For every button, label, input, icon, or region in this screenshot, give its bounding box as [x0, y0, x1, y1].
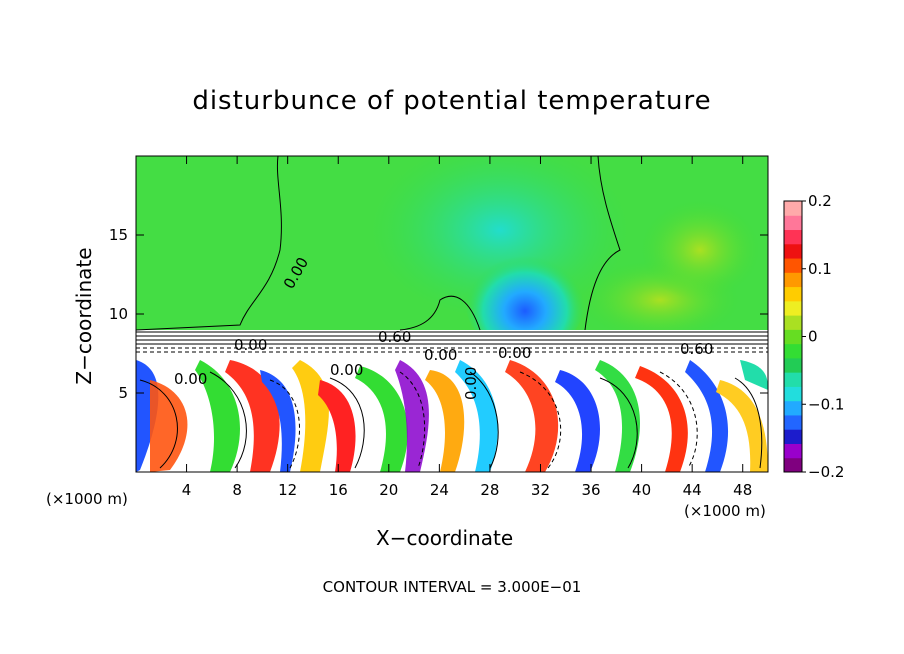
x-unit-label-right: (×1000 m) [684, 502, 766, 520]
contour-label: 0.00 [234, 336, 267, 354]
colorbar-swatch [784, 258, 802, 273]
contour-label: 0.00 [330, 361, 363, 379]
colorbar-tick-label: 0 [808, 328, 818, 346]
colorbar-swatch [784, 457, 802, 473]
x-tick-label: 44 [683, 481, 702, 499]
x-unit-label-left: (×1000 m) [46, 490, 128, 508]
y-axis: 5 10 15 [109, 226, 768, 402]
heatmap-field [136, 156, 768, 472]
turbulent-patches [136, 360, 768, 472]
colorbar [783, 200, 803, 473]
contour-lines [136, 156, 763, 469]
contour-label: 0.60 [680, 340, 713, 358]
colorbar-tick-label: −0.2 [808, 463, 844, 481]
y-tick-label: 5 [118, 384, 128, 402]
contour-label: 0.00 [462, 367, 480, 400]
colorbar-swatch [784, 357, 802, 373]
colorbar-tick-label: −0.1 [808, 395, 844, 413]
colorbar-swatch [784, 414, 802, 430]
x-tick-label: 8 [232, 481, 242, 499]
colorbar-swatch [784, 300, 802, 316]
colorbar-swatch [784, 400, 802, 416]
x-tick-label: 24 [430, 481, 449, 499]
x-tick-label: 48 [733, 481, 752, 499]
colorbar-swatch [784, 229, 802, 245]
contour-label: 0.00 [174, 370, 207, 388]
x-tick-label: 36 [581, 481, 600, 499]
x-tick-label: 40 [632, 481, 651, 499]
colorbar-swatch [784, 329, 802, 345]
colorbar-tick-label: 0.1 [808, 260, 832, 278]
contour-label: 0.00 [424, 346, 457, 364]
colorbar-swatch [784, 272, 802, 288]
colorbar-swatch [784, 372, 802, 387]
x-axis: 4 8 12 16 20 24 28 32 36 40 44 48 [182, 156, 752, 499]
x-tick-label: 20 [379, 481, 398, 499]
y-axis-label: Z−coordinate [72, 247, 96, 385]
colorbar-swatch [784, 443, 802, 459]
colorbar-swatch [784, 343, 802, 359]
colorbar-tick-label: 0.2 [808, 192, 832, 210]
colorbar-swatch [784, 286, 802, 302]
colorbar-labels: 0.2 0.1 0 −0.1 −0.2 [802, 192, 844, 481]
y-tick-label: 15 [109, 226, 128, 244]
colorbar-swatch [784, 215, 802, 231]
contour-label: 0.00 [498, 344, 531, 362]
x-tick-label: 32 [531, 481, 550, 499]
x-tick-label: 4 [182, 481, 192, 499]
x-tick-label: 16 [329, 481, 348, 499]
contour-label: 0.60 [378, 328, 411, 346]
colorbar-swatch [784, 201, 802, 216]
x-tick-label: 28 [480, 481, 499, 499]
chart-title: disturbunce of potential temperature [192, 86, 712, 116]
colorbar-swatch [784, 386, 802, 402]
colorbar-swatch [784, 243, 802, 259]
x-axis-label: X−coordinate [376, 526, 514, 550]
contour-labels: 0.00 0.00 0.00 0.60 0.00 0.00 0.60 0.00 … [174, 254, 713, 400]
colorbar-swatch [784, 315, 802, 330]
y-tick-label: 10 [109, 305, 128, 323]
contour-interval-label: CONTOUR INTERVAL = 3.000E−01 [322, 578, 582, 596]
x-tick-label: 12 [278, 481, 297, 499]
colorbar-swatch [784, 429, 802, 444]
